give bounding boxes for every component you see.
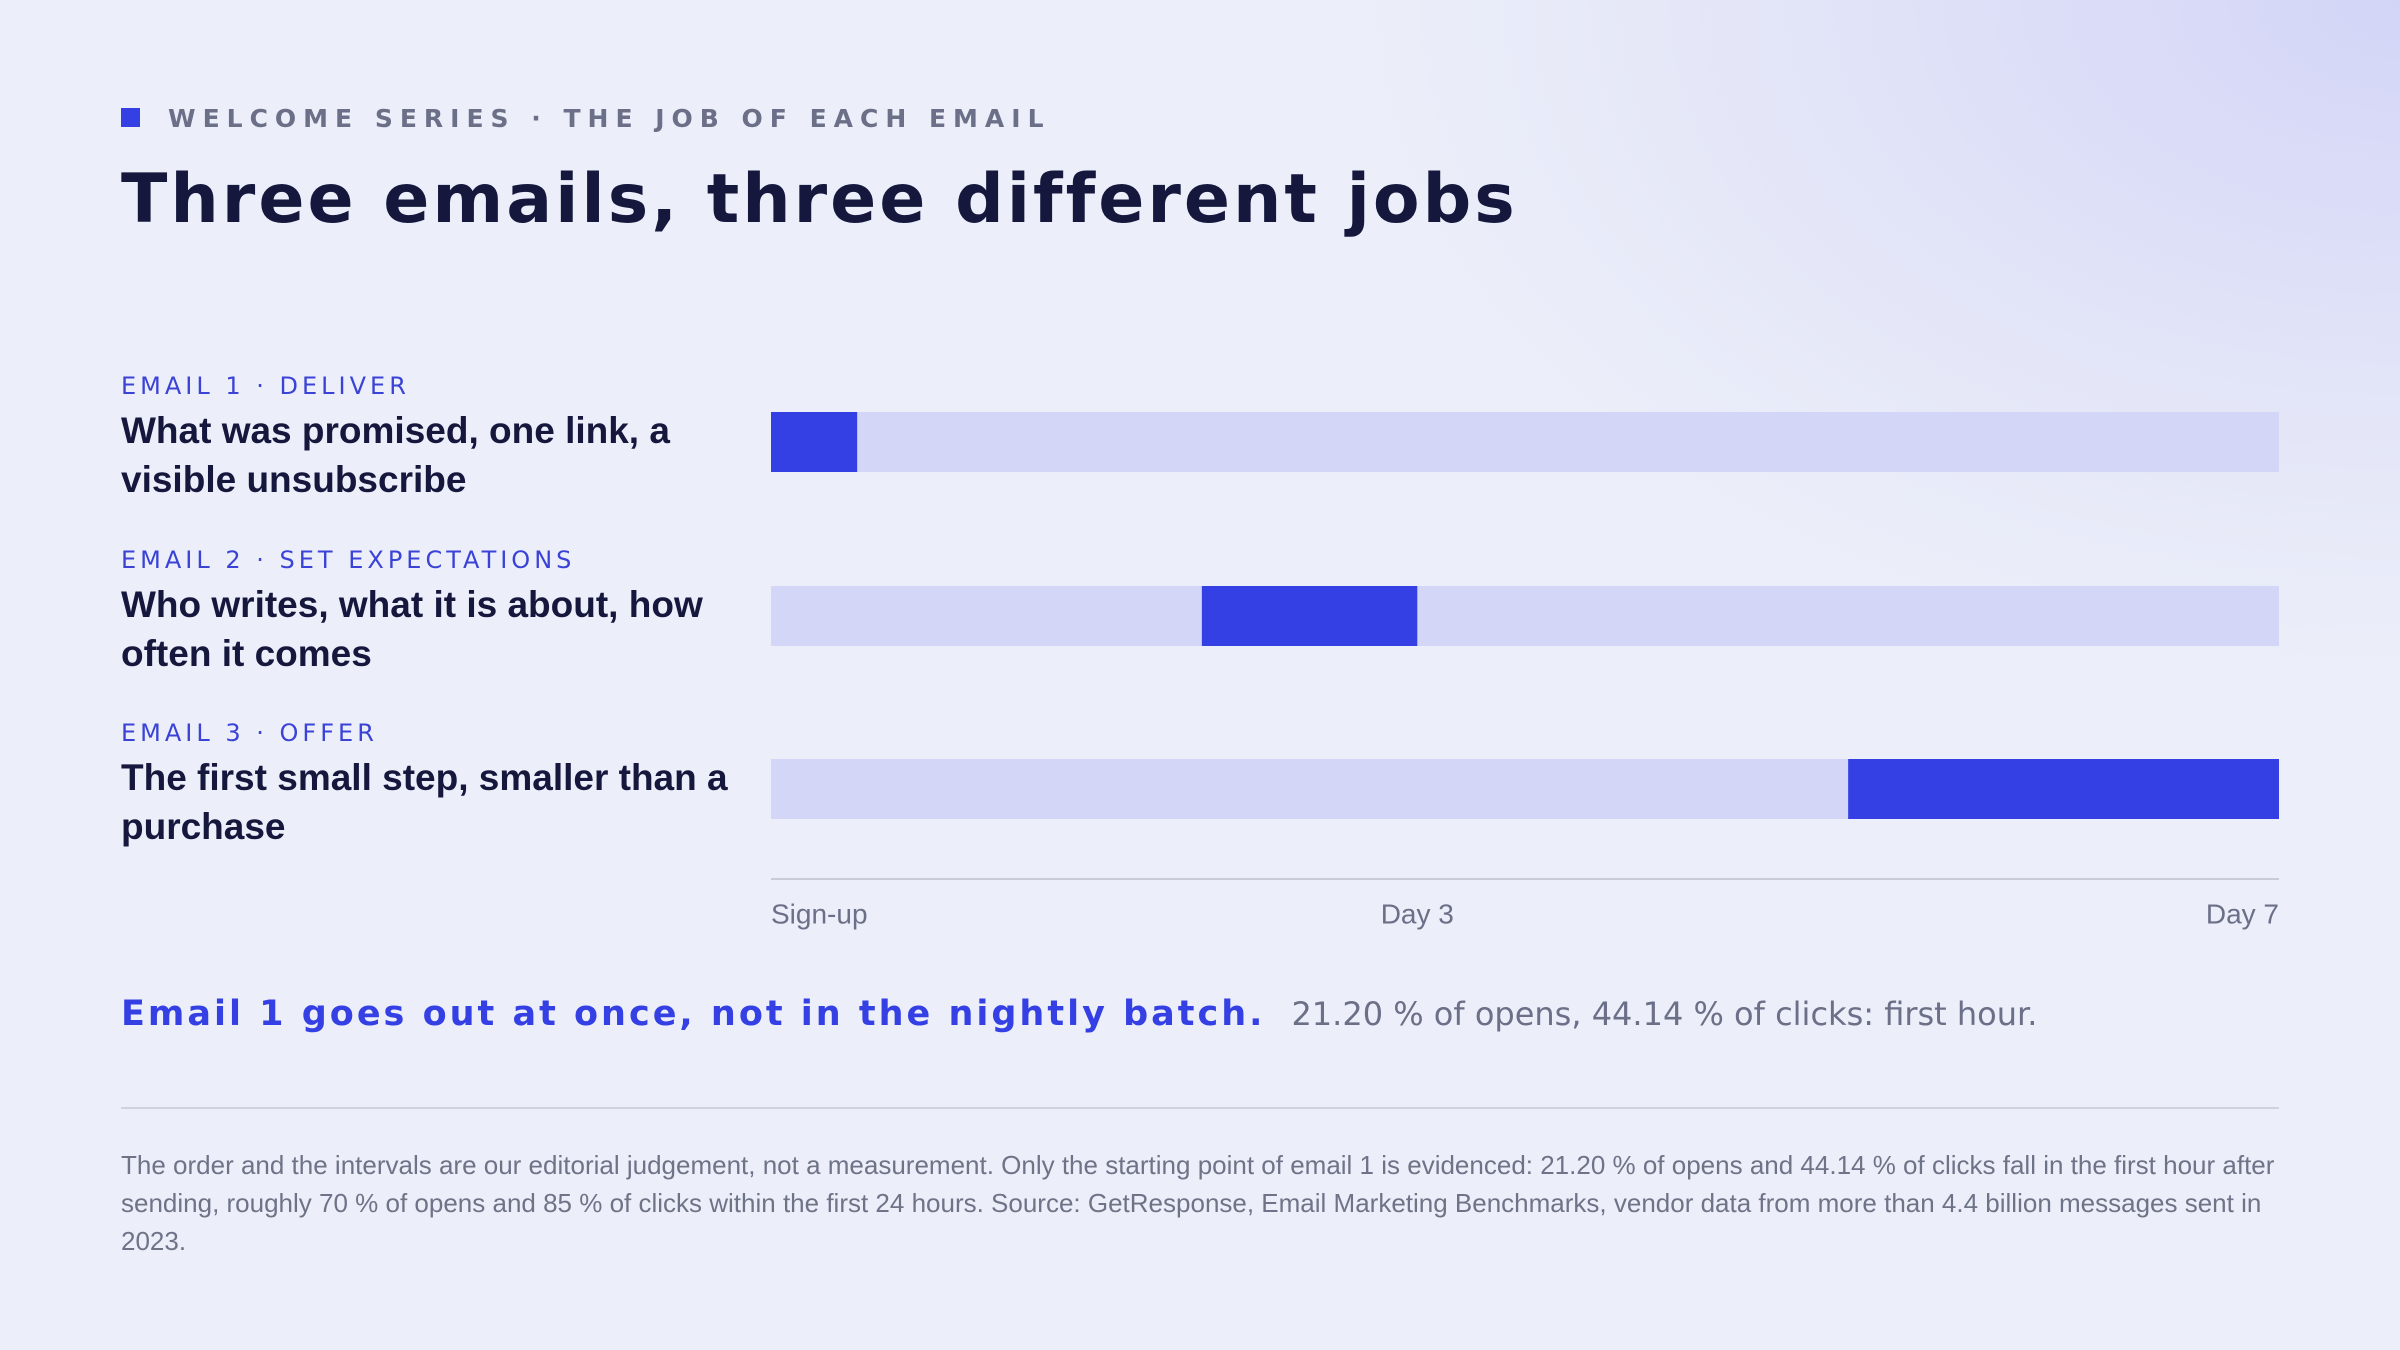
footnote: The order and the intervals are our edit…: [121, 1150, 2275, 1256]
row-label: EMAIL 1 · DELIVER: [121, 372, 410, 400]
x-tick-label: Sign-up: [771, 898, 868, 929]
callout-highlight: Email 1 goes out at once, not in the nig…: [121, 994, 1266, 1034]
row-name: Who writes, what it is about, how often …: [121, 584, 703, 674]
track: [771, 586, 2279, 646]
eyebrow: WELCOME SERIES · THE JOB OF EACH EMAIL: [168, 104, 1051, 133]
callout-detail: 21.20 % of opens, 44.14 % of clicks: fir…: [1291, 995, 2038, 1033]
row-label: EMAIL 3 · OFFER: [121, 719, 378, 747]
bar: [1201, 586, 1418, 646]
x-tick-label: Day 7: [2206, 898, 2279, 929]
divider: [121, 1107, 2279, 1109]
bar: [1848, 759, 2279, 819]
callout: Email 1 goes out at once, not in the nig…: [121, 994, 2037, 1034]
bar: [771, 412, 858, 472]
title: Three emails, three different jobs: [121, 160, 1518, 239]
row-name: The first small step, smaller than a pur…: [121, 757, 728, 847]
row-label: EMAIL 2 · SET EXPECTATIONS: [121, 546, 576, 574]
accent-square: [121, 108, 140, 127]
track: [771, 412, 2279, 472]
x-tick-label: Day 3: [1381, 898, 1454, 929]
row-name: What was promised, one link, a visible u…: [121, 410, 670, 500]
